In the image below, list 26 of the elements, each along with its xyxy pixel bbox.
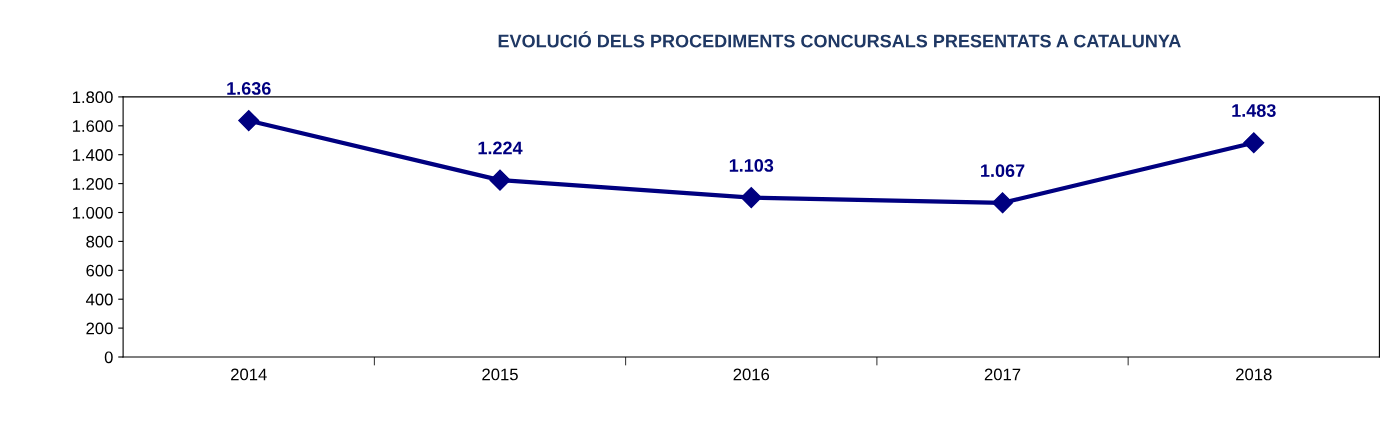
point: [992, 192, 1014, 214]
y-tick-label: 0: [104, 351, 113, 364]
point: [740, 187, 762, 209]
point: [489, 169, 511, 191]
data-label: 1.067: [981, 164, 1025, 178]
x-tick-label: 2018: [1236, 368, 1272, 381]
data-label: 1.103: [729, 159, 774, 172]
y-tick-label: 1.000: [72, 206, 113, 219]
y-tick-label: 800: [86, 235, 113, 248]
y-tick-label: 600: [86, 264, 113, 277]
y-tick-label: 400: [85, 293, 113, 306]
y-tick-label: 1.400: [72, 149, 113, 161]
y-tick-label: 200: [86, 322, 113, 335]
data-label: 1.636: [227, 82, 271, 95]
x-tick-label: 2017: [984, 368, 1021, 381]
data-label: 1.483: [1232, 104, 1276, 117]
x-tick-label: 2016: [733, 368, 770, 381]
y-tick-label: 1.600: [72, 120, 113, 132]
chart-title: EVOLUCIÓ DELS PROCEDIMENTS CONCURSALS PRESENTATS A CATALUNYA: [498, 31, 1181, 48]
x-tick-label: 2014: [231, 368, 267, 381]
y-tick-label: 1.200: [72, 178, 113, 190]
data-label: 1.224: [478, 141, 523, 155]
x-tick-label: 2015: [482, 368, 518, 381]
y-tick-label: 1.800: [72, 91, 113, 104]
point: [238, 110, 260, 132]
point: [1243, 132, 1265, 154]
